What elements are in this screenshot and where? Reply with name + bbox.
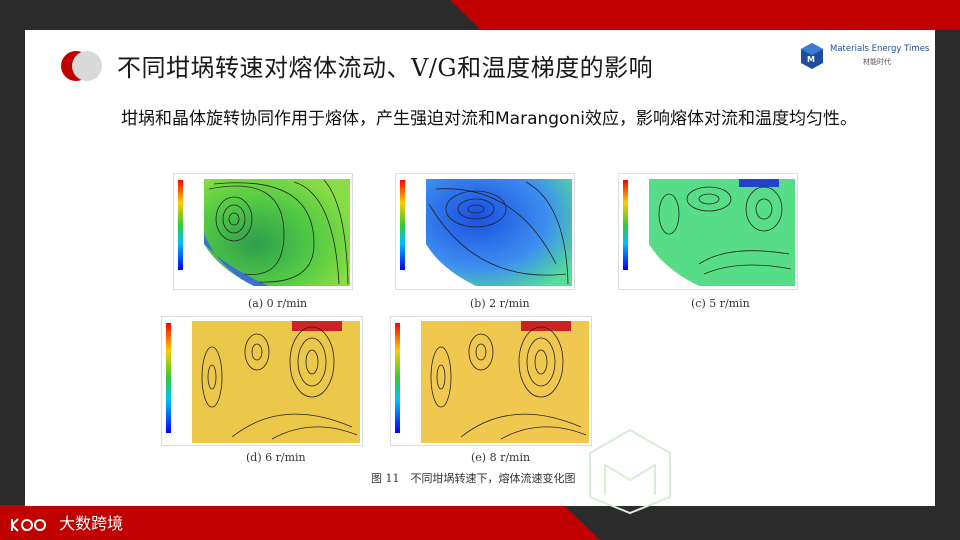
figure-caption: 图 11 不同坩埚转速下，熔体流速变化图 xyxy=(371,472,576,485)
panel-caption-e: (e) 8 r/min xyxy=(471,451,531,464)
cube-logo-icon: M xyxy=(801,43,823,69)
flow-panel-d xyxy=(161,316,363,446)
panel-caption-b: (b) 2 r/min xyxy=(470,297,530,310)
brand-name: 大数跨境 xyxy=(59,514,124,533)
flow-panel-e xyxy=(390,316,592,446)
slide-canvas: 不同坩埚转速对熔体流动、V/G和温度梯度的影响 M Materials Ener… xyxy=(25,30,935,515)
frame-red-stripe-bottom xyxy=(0,505,600,540)
panel-caption-c: (c) 5 r/min xyxy=(691,297,750,310)
slide-title: 不同坩埚转速对熔体流动、V/G和温度梯度的影响 xyxy=(117,54,654,82)
title-bullet-icon xyxy=(61,51,102,81)
brand-logo-icon xyxy=(11,517,46,532)
flow-panel-b xyxy=(395,173,575,290)
logo-name: Materials Energy Times xyxy=(830,44,930,54)
watermark-logo-icon xyxy=(589,428,671,515)
flow-plot-a xyxy=(178,179,350,286)
panel-caption-a: (a) 0 r/min xyxy=(248,297,308,310)
frame-red-stripe-top xyxy=(450,0,960,30)
flow-panel-c xyxy=(618,173,798,290)
logo-subtitle: 材能时代 xyxy=(863,58,891,66)
flow-panel-a xyxy=(173,173,353,290)
svg-text:M: M xyxy=(807,55,815,64)
flow-plot-d xyxy=(166,321,360,443)
body-paragraph: 坩埚和晶体旋转协同作用于熔体，产生强迫对流和Marangoni效应，影响熔体对流… xyxy=(121,109,857,129)
flow-plot-c xyxy=(623,179,795,286)
flow-plot-e xyxy=(395,321,589,443)
brand-watermark: 大数跨境 xyxy=(10,510,124,533)
panel-caption-d: (d) 6 r/min xyxy=(246,451,306,464)
flow-plot-b xyxy=(400,179,572,286)
